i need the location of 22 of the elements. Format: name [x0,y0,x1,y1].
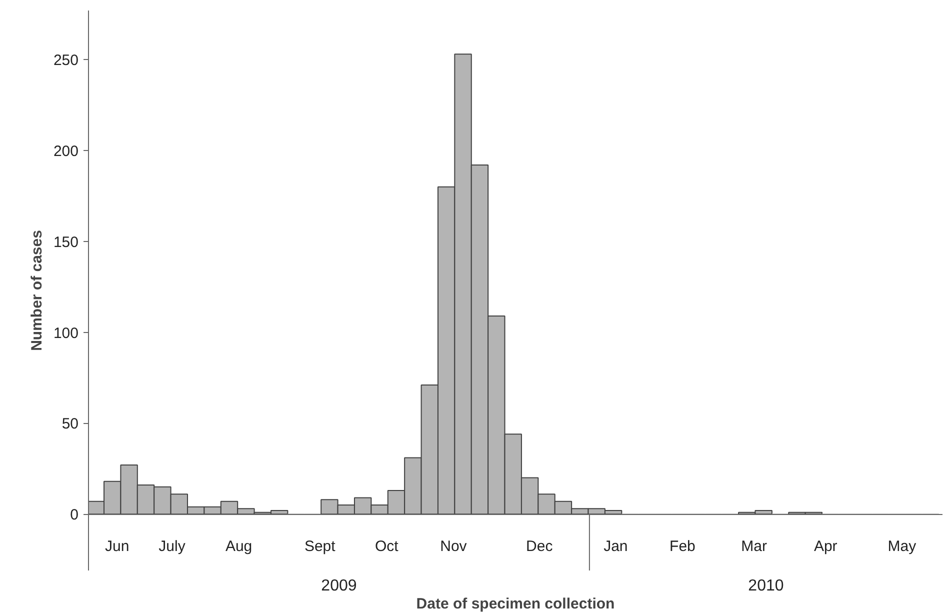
y-tick-label: 250 [53,52,79,70]
x-tick-label: July [158,538,186,556]
x-tick-label: Jan [604,538,628,556]
x-tick-label: Dec [526,538,554,556]
x-tick-label: Oct [375,538,400,556]
x-tick-label: Apr [814,538,838,556]
y-tick-label: 100 [53,324,79,342]
y-tick-label: 50 [62,416,79,433]
y-tick-label: 0 [70,506,78,524]
y-axis-title: Number of cases [28,230,46,351]
x-tick-label: Mar [741,538,767,556]
x-tick-label: May [888,538,917,556]
y-tick-label: 200 [53,143,79,160]
y-tick-label: 150 [53,234,79,251]
x-axis-title: Date of specimen collection [416,596,615,612]
x-tick-label: Nov [440,538,468,556]
text: 2010 [748,578,784,594]
x-tick-label: Sept [304,538,336,556]
x-tick-label: Feb [670,538,696,556]
x-tick-label: Aug [225,538,252,556]
text: 2009 [321,578,357,594]
x-tick-label: Jun [105,538,130,556]
